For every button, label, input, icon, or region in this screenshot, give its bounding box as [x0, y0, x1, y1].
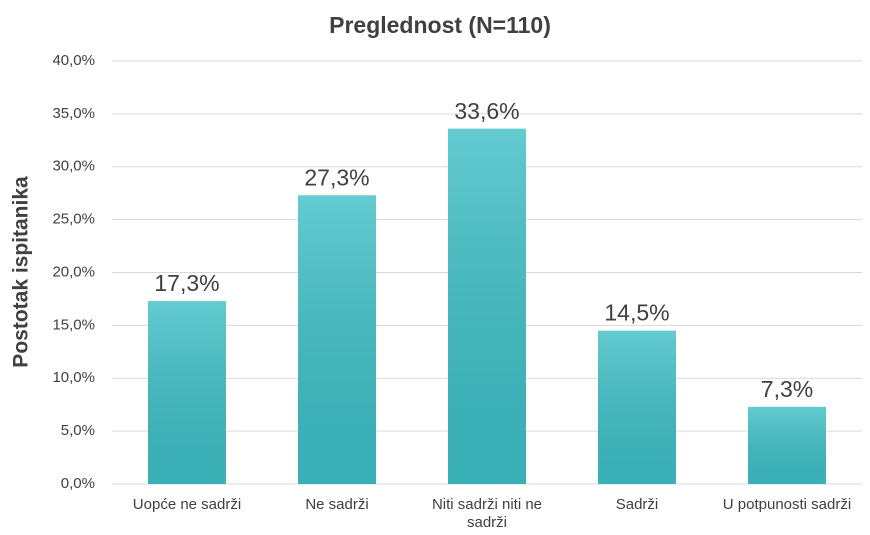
data-label: 14,5%	[604, 300, 669, 326]
chart-title: Preglednost (N=110)	[329, 12, 551, 38]
x-tick-label: Sadrži	[615, 496, 659, 513]
y-tick-label: 30,0%	[52, 158, 95, 175]
x-tick-label: Niti sadrži niti ne sadrži	[431, 496, 543, 531]
bar-shade	[148, 301, 226, 484]
data-label: 27,3%	[304, 164, 369, 190]
data-label: 17,3%	[154, 270, 219, 296]
x-tick-label: Ne sadrži	[305, 496, 369, 513]
bar-shade	[298, 195, 376, 485]
y-tick-label: 5,0%	[61, 422, 95, 439]
x-tick-label: Uopće ne sadrži	[132, 496, 242, 513]
y-tick-label: 15,0%	[52, 316, 95, 333]
y-tick-label: 0,0%	[61, 475, 95, 492]
y-tick-label: 35,0%	[52, 105, 95, 122]
bar-shade	[748, 406, 826, 484]
data-label: 7,3%	[761, 376, 813, 402]
y-tick-label: 25,0%	[52, 211, 95, 228]
y-tick-label: 20,0%	[52, 263, 95, 280]
y-axis-label: Postotak ispitanika	[10, 176, 33, 368]
bar-shade	[598, 330, 676, 484]
data-label: 33,6%	[454, 98, 519, 124]
y-tick-label: 10,0%	[52, 369, 95, 386]
bar-shade	[448, 128, 526, 484]
y-tick-label: 40,0%	[52, 52, 95, 69]
x-tick-label: U potpunosti sadrži	[722, 496, 852, 513]
